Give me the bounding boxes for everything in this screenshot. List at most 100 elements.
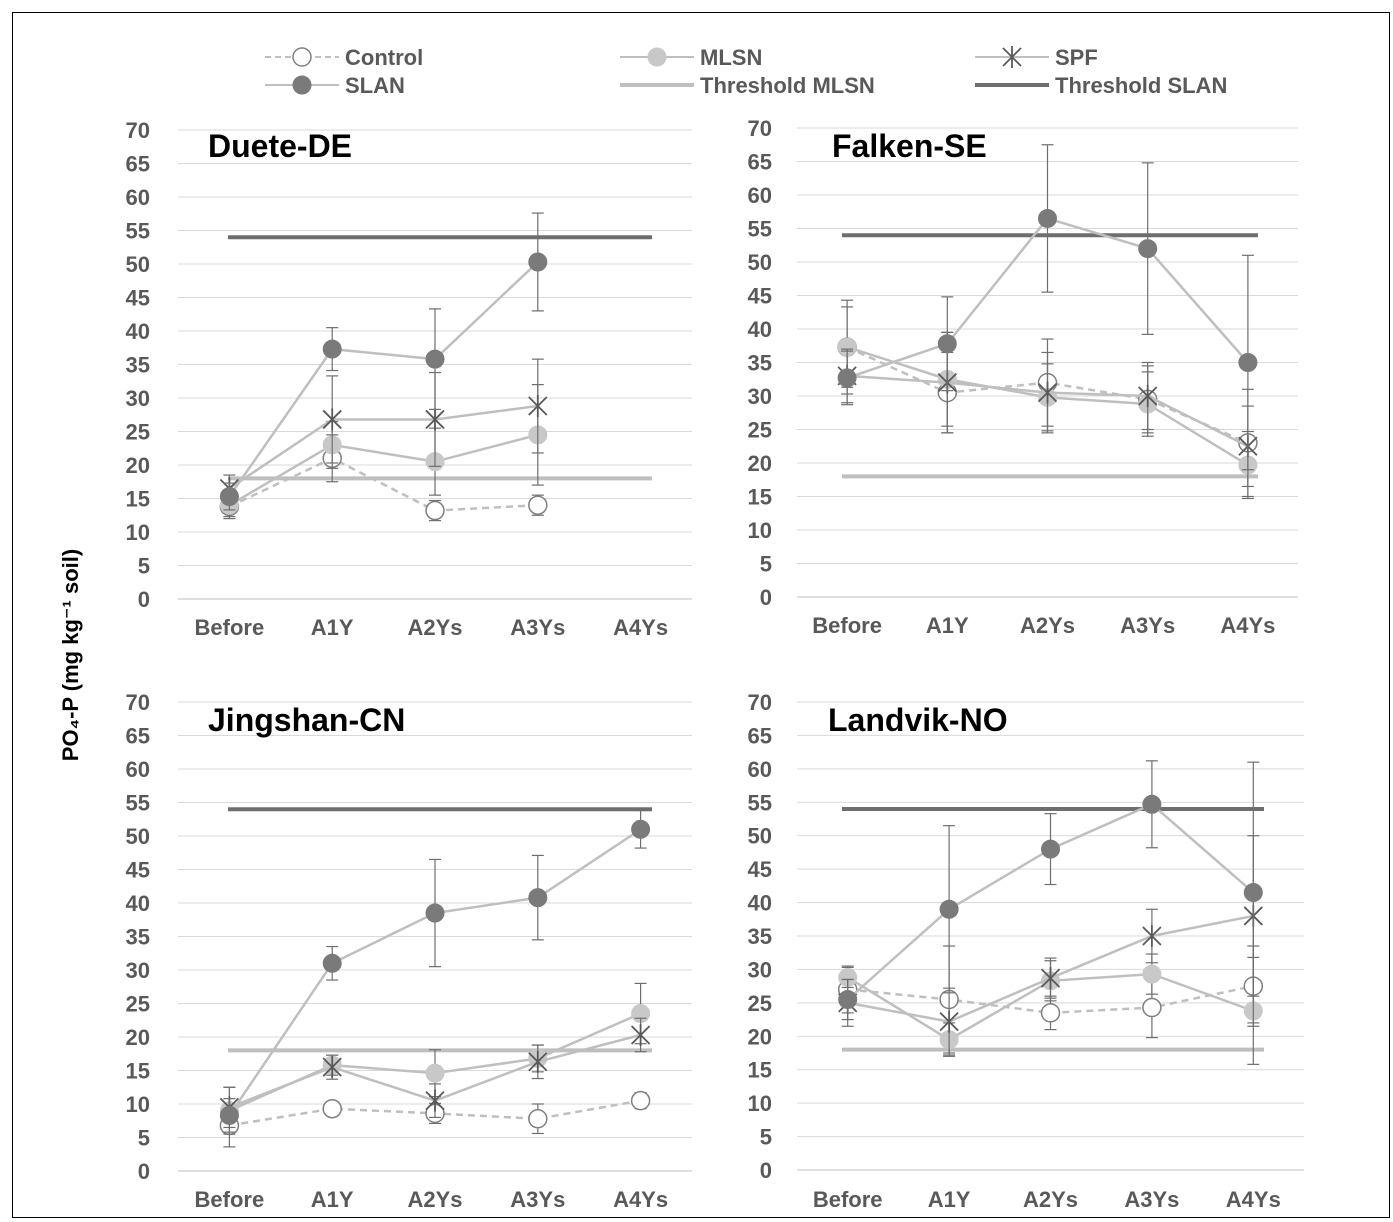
panel-landvik-no: 0 5 10 15 20 25 30 35 40 45 50 55 60 65 70 Before A1Y A2Y…: [748, 690, 1304, 1212]
x-tick-label: A1Y: [311, 615, 354, 640]
data-point: [219, 1105, 239, 1125]
y-tick-label: 35: [126, 353, 150, 378]
x-tick-label: A3Ys: [1124, 1187, 1179, 1212]
x-tick-label: A3Ys: [510, 615, 565, 640]
panel-title: Duete-DE: [208, 128, 352, 164]
data-point: [425, 1063, 445, 1083]
y-tick-label: 20: [748, 1024, 772, 1049]
panel-falken-se: 0 5 10 15 20 25 30 35 40 45 50 55 60 65 70 Before A1Y A2Y…: [748, 116, 1298, 638]
data-point: [425, 1089, 445, 1112]
y-tick-label: 30: [126, 958, 150, 983]
gridlines: [797, 701, 1304, 1171]
legend-item-threshold-mlsn: Threshold MLSN: [620, 73, 875, 98]
x-tick-label: A2Ys: [1020, 613, 1075, 638]
data-point: [1142, 997, 1162, 1018]
data-point: [425, 500, 445, 521]
data-point: [838, 990, 858, 1010]
y-axis-ticks: 0 5 10 15 20 25 30 35 40 45 50 55 60 65 70: [748, 690, 772, 1183]
data-point: [425, 408, 445, 431]
data-point: [528, 395, 548, 418]
series-slan: [219, 809, 651, 1133]
x-tick-label: Before: [195, 615, 265, 640]
y-tick-label: 70: [748, 116, 772, 141]
y-tick-label: 30: [126, 386, 150, 411]
y-tick-label: 55: [126, 791, 150, 816]
data-point: [1243, 883, 1263, 903]
y-tick-label: 20: [126, 453, 150, 478]
y-tick-label: 70: [748, 690, 772, 715]
y-tick-label: 15: [126, 1059, 150, 1084]
data-point: [631, 819, 651, 839]
y-tick-label: 40: [126, 891, 150, 916]
y-tick-label: 70: [126, 118, 150, 143]
data-point: [1142, 925, 1162, 947]
y-tick-label: 35: [748, 924, 772, 949]
y-tick-label: 5: [760, 1125, 772, 1150]
data-point: [939, 1010, 959, 1033]
data-point: [322, 953, 342, 973]
y-tick-label: 70: [126, 690, 150, 715]
y-tick-label: 25: [126, 992, 150, 1017]
y-tick-label: 55: [126, 219, 150, 244]
y-tick-label: 0: [138, 587, 150, 612]
x-tick-label: A3Ys: [510, 1187, 565, 1212]
data-point: [939, 899, 959, 919]
gridlines: [178, 701, 692, 1172]
data-point: [1142, 964, 1162, 984]
data-point: [1038, 208, 1057, 228]
y-tick-label: 45: [126, 286, 150, 311]
x-tick-label: A1Y: [311, 1187, 354, 1212]
figure-border: [12, 12, 1390, 1218]
y-tick-label: 5: [760, 552, 772, 577]
x-tick-label: A3Ys: [1120, 613, 1175, 638]
x-tick-label: A4Ys: [1226, 1187, 1281, 1212]
threshold-lines: [842, 806, 1264, 1052]
panel-duete-de: 0 5 10 15 20 25 30 35 40 45 50 55 60 65 70 Before A1Y A2Y…: [126, 118, 692, 640]
y-tick-label: 35: [126, 925, 150, 950]
x-tick-label: A2Ys: [1023, 1187, 1078, 1212]
y-tick-label: 50: [748, 824, 772, 849]
series-line: [228, 433, 539, 507]
y-tick-label: 65: [126, 724, 150, 749]
legend-item-spf: SPF: [975, 45, 1098, 70]
y-tick-label: 10: [126, 520, 150, 545]
x-tick-label: A4Ys: [613, 1187, 668, 1212]
y-tick-label: 10: [126, 1092, 150, 1117]
data-point: [425, 903, 445, 923]
y-tick-label: 45: [126, 858, 150, 883]
x-tick-label: A4Ys: [1220, 613, 1275, 638]
x-tick-label: A1Y: [926, 613, 969, 638]
legend-marker: [647, 47, 667, 67]
y-tick-label: 60: [748, 757, 772, 782]
series-slan: [837, 144, 1258, 471]
y-tick-label: 35: [748, 351, 772, 376]
series-slan: [838, 760, 1263, 1024]
y-axis-ticks: 0 5 10 15 20 25 30 35 40 45 50 55 60 65 70: [748, 116, 772, 610]
legend-marker: [1002, 46, 1022, 68]
legend-label: Control: [345, 45, 423, 70]
data-point: [1040, 967, 1061, 990]
y-tick-label: 25: [748, 418, 772, 443]
y-tick-label: 30: [748, 957, 772, 982]
y-tick-label: 55: [748, 790, 772, 815]
series-line: [228, 404, 538, 490]
y-tick-label: 0: [760, 1158, 772, 1183]
data-point: [937, 334, 957, 354]
panel-title: Falken-SE: [832, 128, 987, 164]
data-point: [1138, 239, 1158, 259]
y-axis-ticks: 0 5 10 15 20 25 30 35 40 45 50 55 60 65 70: [126, 118, 150, 612]
legend-item-threshold-slan: Threshold SLAN: [975, 73, 1227, 98]
y-tick-label: 10: [748, 1091, 772, 1116]
y-tick-label: 60: [748, 183, 772, 208]
x-tick-label: A1Y: [928, 1187, 971, 1212]
y-tick-label: 65: [748, 723, 772, 748]
threshold-lines: [842, 233, 1258, 479]
y-tick-label: 50: [126, 824, 150, 849]
y-tick-label: 40: [748, 891, 772, 916]
series-line: [228, 456, 538, 512]
legend-marker: [292, 47, 312, 67]
legend-label: Threshold SLAN: [1055, 73, 1227, 98]
y-tick-label: 65: [748, 150, 772, 175]
